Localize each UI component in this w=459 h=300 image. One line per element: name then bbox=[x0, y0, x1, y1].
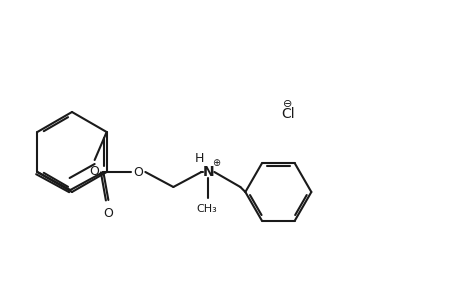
Text: ⊖: ⊖ bbox=[283, 99, 292, 109]
Text: O: O bbox=[103, 207, 113, 220]
Text: ⊕: ⊕ bbox=[212, 158, 220, 168]
Text: O: O bbox=[133, 166, 143, 178]
Text: N: N bbox=[202, 165, 214, 179]
Text: O: O bbox=[90, 165, 99, 178]
Text: H: H bbox=[194, 152, 204, 166]
Text: CH₃: CH₃ bbox=[196, 204, 216, 214]
Text: Cl: Cl bbox=[280, 107, 294, 121]
